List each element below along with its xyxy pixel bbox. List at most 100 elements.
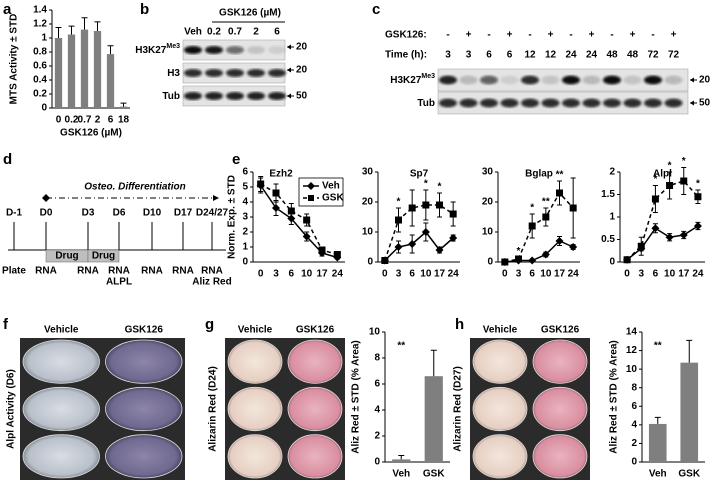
plate-label: Alizarin Red (D27) (453, 366, 464, 452)
bar (119, 106, 128, 108)
y-tick-label: 1.4 (33, 5, 47, 16)
error-bar (81, 17, 88, 30)
row-name: Tub (417, 98, 435, 109)
band (623, 75, 642, 85)
point (435, 246, 444, 254)
y-tick-label: 2 (631, 438, 637, 449)
significance: * (668, 161, 672, 172)
series-line (384, 204, 454, 261)
error-bar (68, 25, 75, 35)
time-value: 72 (668, 50, 680, 61)
legend-marker (308, 195, 314, 201)
x-tick-label: 0 (624, 269, 630, 280)
x-tick-label: 17 (434, 269, 446, 280)
panel-label: g (205, 316, 214, 333)
y-tick-label: 0.4 (33, 75, 47, 86)
significance: ** (556, 170, 564, 181)
x-tick-label: 10 (301, 269, 313, 280)
day-label: D10 (143, 208, 162, 219)
y-tick-label: 0 (242, 257, 248, 268)
point (569, 204, 577, 212)
band (247, 92, 265, 100)
point (333, 251, 341, 258)
x-tick-label: 2 (95, 115, 101, 126)
panel-label: b (140, 1, 149, 18)
point (556, 189, 563, 197)
y-tick-label: 2 (609, 167, 615, 178)
point (408, 204, 416, 212)
treatment-sign: - (651, 30, 654, 41)
significance: * (438, 182, 442, 193)
time-value: 48 (606, 50, 618, 61)
treatment-sign: - (446, 30, 449, 41)
band (480, 75, 498, 85)
point (515, 255, 522, 263)
x-tick-label: 10 (664, 269, 676, 280)
bar (80, 29, 89, 109)
y-tick-label: 4 (374, 405, 380, 416)
chart-title: Alpl (653, 169, 672, 180)
well (472, 386, 528, 432)
drug-label: Drug (55, 251, 78, 262)
legend-label: GSK (322, 193, 344, 204)
x-tick-label: 17 (316, 269, 328, 280)
marker-label: 20 (296, 65, 308, 76)
band (521, 98, 539, 108)
legend (298, 177, 344, 207)
y-tick-label: 6 (631, 401, 637, 412)
y-tick-label: 0 (631, 457, 637, 468)
point (680, 177, 688, 185)
marker-label: 50 (699, 98, 711, 109)
point (436, 201, 443, 209)
well (287, 434, 343, 479)
band (521, 75, 539, 85)
well (532, 386, 588, 432)
band (603, 75, 621, 85)
band (247, 69, 265, 77)
row-label: H3 (167, 68, 180, 79)
legend-marker (307, 182, 315, 190)
x-tick-label: 18 (118, 115, 130, 126)
row-sup: Me3 (421, 73, 435, 80)
y-tick-label: 0 (374, 457, 380, 468)
plate-column: Vehicle (44, 325, 79, 336)
x-tick-label: 6 (529, 269, 535, 280)
series-line (504, 191, 574, 263)
row-name: H3 (167, 68, 180, 79)
band (439, 75, 457, 85)
plate-label: Alpl Activity (D6) (6, 369, 17, 449)
y-tick-label: 1 (242, 242, 248, 253)
significance: ** (397, 341, 405, 352)
point (569, 243, 578, 251)
band (603, 98, 621, 108)
band (644, 98, 662, 108)
point (272, 189, 280, 197)
event-label: RNA (108, 266, 130, 277)
y-tick-label: 20 (482, 197, 494, 208)
point (666, 182, 674, 189)
lane-label: 6 (274, 27, 280, 38)
time-value: 72 (647, 50, 659, 61)
y-tick-label: 8 (374, 353, 380, 364)
event-label: Plate (2, 266, 26, 277)
time-value: 12 (524, 50, 536, 61)
y-tick-label: 1 (41, 33, 47, 44)
band (184, 92, 202, 100)
lane-label: 2 (253, 27, 259, 38)
row-name: H3K27 (390, 75, 422, 86)
well (227, 434, 283, 479)
event-label: Aliz Red (192, 277, 231, 288)
x-tick-label: 24 (332, 269, 344, 280)
point (651, 224, 660, 233)
day-label: D17 (174, 208, 193, 219)
day-label: D3 (82, 208, 95, 219)
y-tick-label: 14 (626, 327, 638, 338)
significance: * (397, 197, 401, 208)
x-tick-label: 6 (289, 269, 295, 280)
x-tick-label: GSK (423, 469, 445, 480)
day-label: D6 (113, 208, 126, 219)
treatment-sign: - (487, 30, 490, 41)
point (555, 237, 564, 245)
